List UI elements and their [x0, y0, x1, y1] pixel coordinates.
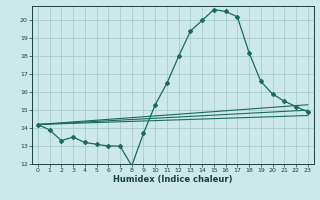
X-axis label: Humidex (Indice chaleur): Humidex (Indice chaleur)	[113, 175, 233, 184]
